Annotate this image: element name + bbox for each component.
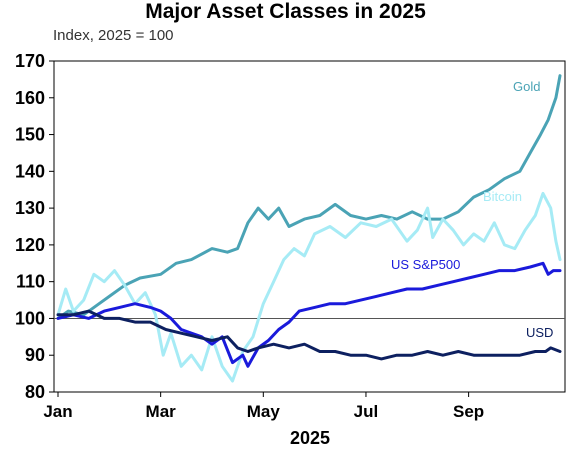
x-axis-label: 2025 xyxy=(289,428,331,448)
y-tick-label: 80 xyxy=(25,382,45,402)
plot-frame xyxy=(53,60,566,393)
y-tick-label: 130 xyxy=(15,198,45,218)
x-tick-label: Mar xyxy=(146,402,177,421)
y-tick-label: 100 xyxy=(15,308,45,328)
y-tick-label: 160 xyxy=(15,88,45,108)
x-tick-label: Jul xyxy=(354,402,379,421)
y-tick-label: 150 xyxy=(15,125,45,145)
series-line-usd xyxy=(56,309,562,361)
chart-subtitle: Index, 2025 = 100 xyxy=(53,27,174,44)
series-label-usd: USD xyxy=(526,325,553,340)
x-tick-label: Jan xyxy=(43,402,72,421)
series-label-gold: Gold xyxy=(513,79,540,94)
series-label-us-s-p500: US S&P500 xyxy=(391,257,460,272)
series-line-bitcoin xyxy=(56,191,562,383)
y-tick-label: 90 xyxy=(25,345,45,365)
x-tick-label: May xyxy=(247,402,281,421)
y-tick-label: 140 xyxy=(15,161,45,181)
series-label-bitcoin: Bitcoin xyxy=(483,189,522,204)
series-line-gold xyxy=(56,74,562,320)
series-line-us-s-p500 xyxy=(56,261,562,368)
chart-title: Major Asset Classes in 2025 xyxy=(145,0,426,23)
y-tick-label: 110 xyxy=(16,272,45,292)
x-tick-label: Sep xyxy=(453,402,484,421)
y-tick-label: 120 xyxy=(15,235,45,255)
y-tick-label: 170 xyxy=(15,51,45,71)
